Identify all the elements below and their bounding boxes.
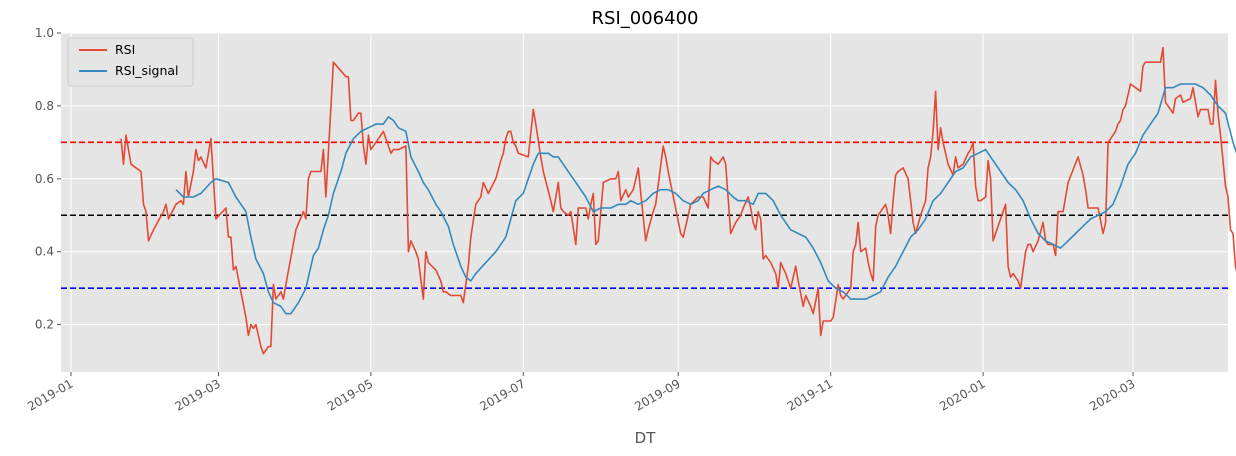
- x-tick-label: 2019-03: [173, 376, 223, 413]
- x-tick-label: 2019-11: [785, 376, 835, 413]
- plot-area: [61, 33, 1228, 372]
- legend-label-rsi: RSI: [115, 42, 135, 57]
- x-axis-label: DT: [635, 429, 657, 447]
- legend: RSI RSI_signal: [67, 37, 194, 87]
- x-tick-label: 2019-01: [25, 376, 75, 413]
- y-tick-label: 0.8: [35, 99, 54, 113]
- x-tick-labels: 2019-01 2019-03 2019-05 2019-07 2019-09 2019-…: [25, 372, 1138, 414]
- x-tick-label: 2019-09: [632, 376, 682, 413]
- legend-label-rsi-signal: RSI_signal: [115, 63, 179, 78]
- x-tick-label: 2020-01: [937, 376, 987, 413]
- x-tick-label: 2019-05: [325, 376, 375, 413]
- x-tick-label: 2019-07: [477, 376, 527, 413]
- reference-lines: [61, 141, 1228, 289]
- y-tick-label: 0.2: [35, 318, 54, 332]
- grid-lines: [61, 32, 1228, 372]
- series-line-rsi-signal: [175, 83, 1236, 315]
- y-tick-label: 1.0: [35, 26, 54, 40]
- x-tick-label: 2020-03: [1087, 376, 1137, 413]
- y-tick-label: 0.6: [35, 172, 54, 186]
- chart-title: RSI_006400: [592, 8, 699, 29]
- y-tick-labels: 0.2 0.4 0.6 0.8 1.0: [35, 26, 61, 332]
- series-line-rsi: [120, 46, 1236, 355]
- series-lines: [120, 46, 1236, 355]
- y-tick-label: 0.4: [35, 245, 54, 259]
